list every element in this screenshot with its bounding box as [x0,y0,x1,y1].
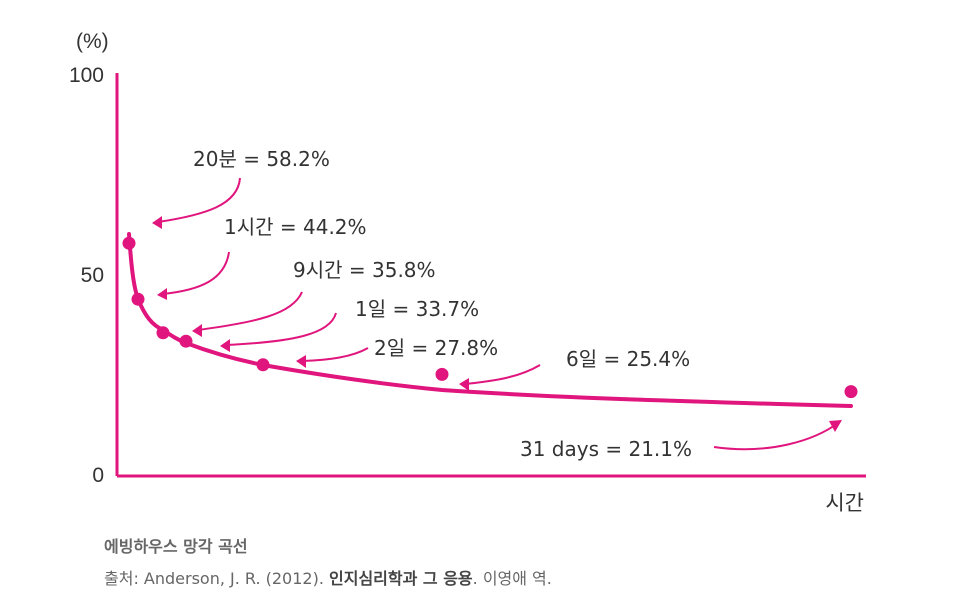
y-tick-0: 0 [92,464,104,487]
annotation-31days: 31 days = 21.1% [520,437,692,461]
y-tick-100: 100 [69,64,104,87]
x-axis-label: 시간 [825,491,864,515]
annotation-9hours: 9시간 = 35.8% [293,258,436,282]
caption-title: 에빙하우스 망각 곡선 [104,537,248,556]
data-point [256,358,270,372]
forgetting-curve-chart: (%) 100 50 0 시간 20분 = 58.2% 1시간 = 44.2% … [69,30,866,515]
source-suffix: . 이영애 역. [472,569,552,588]
source-prefix: 출처: Anderson, J. R. (2012). [104,569,330,588]
data-point [156,326,170,340]
source-book-title: 인지심리학과 그 응용 [329,569,473,588]
data-point [179,334,193,348]
annotation-1day: 1일 = 33.7% [355,297,479,321]
y-unit-label: (%) [76,30,109,53]
data-point [844,385,858,399]
data-point [435,367,449,381]
annotation-2days: 2일 = 27.8% [374,336,498,360]
arrowheads [152,216,842,432]
annotation-1hour: 1시간 = 44.2% [224,215,367,239]
y-tick-50: 50 [81,264,104,287]
data-point [122,236,136,250]
caption-source: 출처: Anderson, J. R. (2012). 인지심리학과 그 응용.… [104,565,552,589]
data-points [122,236,858,399]
data-point [131,292,145,306]
annotation-6days: 6일 = 25.4% [566,347,690,371]
annotation-20min: 20분 = 58.2% [193,147,330,171]
annotation-arrows [157,177,839,451]
